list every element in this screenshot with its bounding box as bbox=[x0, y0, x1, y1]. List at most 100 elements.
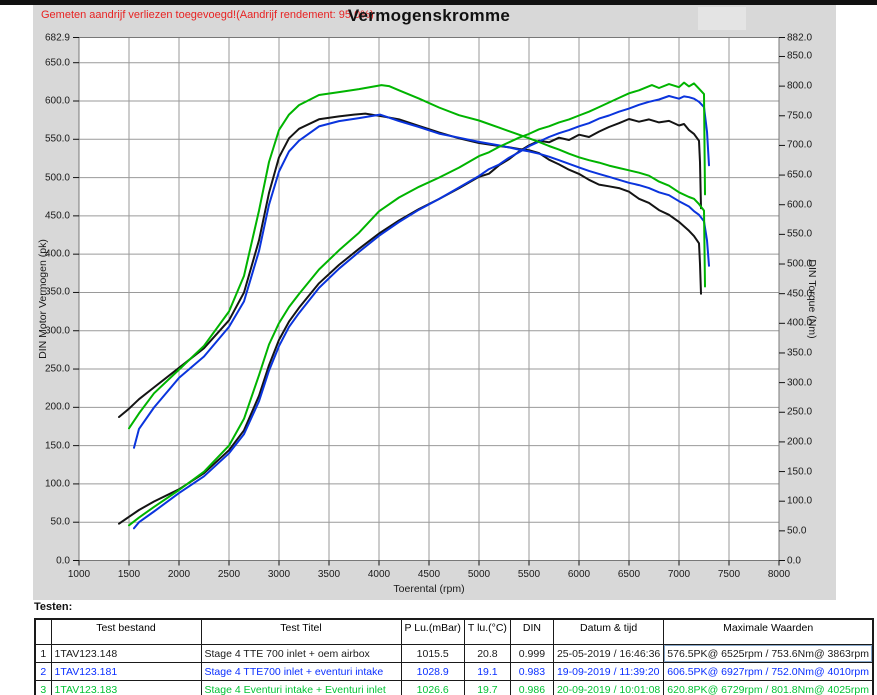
cell-datetime: 19-09-2019 / 11:39:20 bbox=[552, 662, 665, 681]
cell-t_lu: 19.1 bbox=[463, 662, 511, 681]
cell-title: Stage 4 TTE700 inlet + eventuri intake bbox=[200, 662, 402, 681]
cell-p_lu: 1028.9 bbox=[400, 662, 465, 681]
x-axis-title: Toerental (rpm) bbox=[393, 583, 465, 595]
cell-max-selected: 576.5PK@ 6525rpm / 753.6Nm@ 3863rpm bbox=[663, 644, 874, 663]
y-right-tick-label: 650.0 bbox=[787, 169, 813, 181]
y-right-tick-label: 500.0 bbox=[787, 258, 813, 270]
x-tick-label: 2000 bbox=[167, 568, 191, 580]
y-left-tick-label: 500.0 bbox=[44, 172, 70, 184]
column-header-Maximale Waarden: Maximale Waarden bbox=[663, 618, 874, 645]
y-left-tick-label: 0.0 bbox=[56, 555, 70, 566]
chart-panel: Gemeten aandrijf verliezen toegevoegd!(A… bbox=[33, 5, 836, 600]
y-right-tick-label: 100.0 bbox=[787, 495, 813, 507]
drivetrain-loss-annotation: Gemeten aandrijf verliezen toegevoegd!(A… bbox=[41, 9, 374, 21]
tests-section-label: Testen: bbox=[34, 601, 73, 613]
y-axis-left-title: DIN Motor Vermogen (pk) bbox=[37, 239, 49, 359]
y-left-tick-label: 600.0 bbox=[44, 95, 70, 107]
curve-power bbox=[133, 95, 710, 530]
x-tick-label: 5500 bbox=[517, 568, 541, 580]
x-tick-label: 2500 bbox=[217, 568, 241, 580]
table-row[interactable]: 3 1TAV123.183 Stage 4 Eventuri intake + Ev… bbox=[34, 680, 874, 695]
cell-file: 1TAV123.183 bbox=[50, 680, 202, 695]
y-right-tick-label: 700.0 bbox=[787, 139, 813, 151]
y-right-tick-label: 600.0 bbox=[787, 199, 813, 211]
cell-num: 1 bbox=[34, 644, 52, 663]
cell-file: 1TAV123.148 bbox=[50, 644, 202, 663]
x-tick-label: 1000 bbox=[67, 568, 91, 580]
x-tick-label: 7500 bbox=[717, 568, 741, 580]
table-body: 1 1TAV123.148 Stage 4 TTE 700 inlet + oem … bbox=[34, 644, 874, 695]
y-right-tick-label: 882.0 bbox=[787, 32, 813, 43]
cell-din: 0.986 bbox=[509, 680, 554, 695]
chart-title: Vermogenskromme bbox=[347, 6, 511, 25]
column-header-Datum & tijd: Datum & tijd bbox=[552, 618, 665, 645]
y-right-tick-label: 0.0 bbox=[787, 555, 801, 566]
cell-datetime: 25-05-2019 / 16:46:36 bbox=[552, 644, 665, 663]
y-left-tick-label: 400.0 bbox=[44, 248, 70, 260]
y-right-tick-label: 50.0 bbox=[787, 525, 807, 537]
x-tick-label: 5000 bbox=[467, 568, 491, 580]
cell-datetime: 20-09-2019 / 10:01:08 bbox=[552, 680, 665, 695]
column-header-DIN: DIN bbox=[509, 618, 554, 645]
y-right-tick-label: 800.0 bbox=[787, 80, 813, 92]
x-tick-label: 6500 bbox=[617, 568, 641, 580]
y-left-tick-label: 350.0 bbox=[44, 286, 70, 298]
y-axis-right-title: DIN Torque (Nm) bbox=[806, 259, 818, 339]
table-header-row: Test bestand Test Titel P Lu.(mBar) T lu.(°… bbox=[34, 618, 874, 645]
curve-torque bbox=[128, 84, 706, 430]
y-right-tick-label: 350.0 bbox=[787, 347, 813, 359]
column-header-Test Titel: Test Titel bbox=[200, 618, 402, 645]
column-header-Test bestand: Test bestand bbox=[50, 618, 202, 645]
y-right-tick-label: 300.0 bbox=[787, 377, 813, 389]
x-tick-label: 4500 bbox=[417, 568, 441, 580]
y-right-tick-label: 250.0 bbox=[787, 406, 813, 418]
table-row[interactable]: 1 1TAV123.148 Stage 4 TTE 700 inlet + oem … bbox=[34, 644, 874, 663]
y-right-tick-label: 400.0 bbox=[787, 317, 813, 329]
x-tick-label: 3000 bbox=[267, 568, 291, 580]
cell-max: 620.8PK@ 6729rpm / 801.8Nm@ 4025rpm bbox=[663, 680, 874, 695]
x-tick-label: 3500 bbox=[317, 568, 341, 580]
dyno-plot bbox=[73, 37, 785, 566]
cell-max: 606.5PK@ 6927rpm / 752.0Nm@ 4010rpm bbox=[663, 662, 874, 681]
top-border-bar bbox=[0, 0, 877, 5]
y-left-tick-label: 100.0 bbox=[44, 478, 70, 490]
y-right-tick-label: 450.0 bbox=[787, 288, 813, 300]
x-tick-label: 7000 bbox=[667, 568, 691, 580]
cell-file: 1TAV123.181 bbox=[50, 662, 202, 681]
cell-num: 2 bbox=[34, 662, 52, 681]
y-left-tick-label: 650.0 bbox=[44, 57, 70, 69]
x-tick-label: 6000 bbox=[567, 568, 591, 580]
y-left-tick-label: 300.0 bbox=[44, 325, 70, 337]
cell-t_lu: 19.7 bbox=[463, 680, 511, 695]
cell-t_lu: 20.8 bbox=[463, 644, 511, 663]
y-right-tick-label: 850.0 bbox=[787, 50, 813, 62]
tests-table: Test bestand Test Titel P Lu.(mBar) T lu.(°… bbox=[34, 618, 874, 695]
cell-num: 3 bbox=[34, 680, 52, 695]
panel-corner-patch bbox=[698, 7, 746, 30]
y-left-tick-label: 200.0 bbox=[44, 401, 70, 413]
y-right-tick-label: 550.0 bbox=[787, 228, 813, 240]
cell-din: 0.999 bbox=[509, 644, 554, 663]
y-left-tick-label: 150.0 bbox=[44, 440, 70, 452]
cell-din: 0.983 bbox=[509, 662, 554, 681]
cell-p_lu: 1015.5 bbox=[400, 644, 465, 663]
y-right-tick-label: 150.0 bbox=[787, 466, 813, 478]
column-header-T lu.(°C): T lu.(°C) bbox=[463, 618, 511, 645]
cell-title: Stage 4 TTE 700 inlet + oem airbox bbox=[200, 644, 402, 663]
column-header-P Lu.(mBar): P Lu.(mBar) bbox=[400, 618, 465, 645]
cell-title: Stage 4 Eventuri intake + Eventuri inlet bbox=[200, 680, 402, 695]
table-row[interactable]: 2 1TAV123.181 Stage 4 TTE700 inlet + event… bbox=[34, 662, 874, 681]
curve-torque bbox=[133, 113, 710, 449]
y-right-tick-label: 200.0 bbox=[787, 436, 813, 448]
y-left-tick-label: 550.0 bbox=[44, 133, 70, 145]
x-tick-label: 1500 bbox=[117, 568, 141, 580]
x-tick-label: 8000 bbox=[767, 568, 791, 580]
cell-p_lu: 1026.6 bbox=[400, 680, 465, 695]
y-left-tick-label: 682.9 bbox=[44, 32, 70, 43]
y-right-tick-label: 750.0 bbox=[787, 110, 813, 122]
y-left-tick-label: 450.0 bbox=[44, 210, 70, 222]
y-left-tick-label: 50.0 bbox=[50, 516, 70, 528]
y-left-tick-label: 250.0 bbox=[44, 363, 70, 375]
column-header-num bbox=[34, 618, 52, 645]
